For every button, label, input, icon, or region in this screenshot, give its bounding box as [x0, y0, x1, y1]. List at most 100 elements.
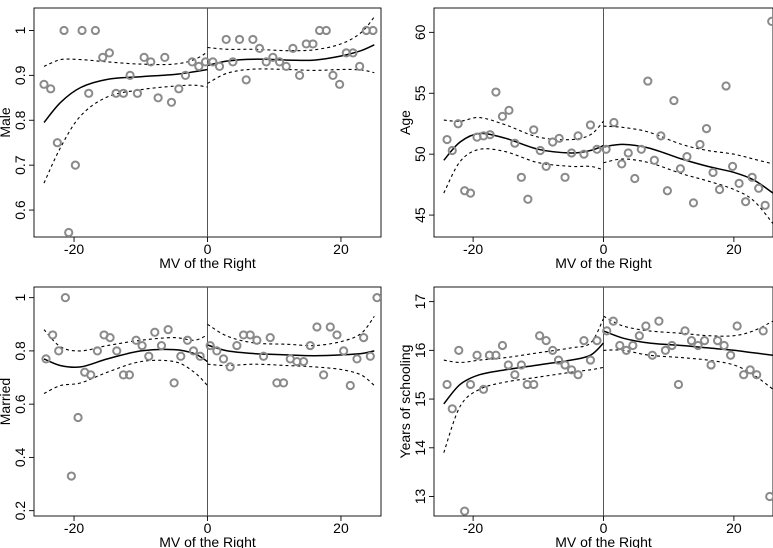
data-point: [218, 354, 229, 364]
data-point: [608, 316, 618, 326]
data-point: [453, 119, 463, 129]
x-tick-label: 0: [600, 241, 608, 257]
y-tick-label: 0.7: [12, 155, 28, 175]
data-point: [144, 351, 154, 361]
confidence-band-line: [443, 148, 604, 194]
data-point: [541, 335, 551, 346]
data-point: [308, 39, 318, 49]
data-point: [541, 161, 551, 171]
data-point: [504, 105, 514, 115]
data-point: [98, 52, 108, 62]
data-point: [706, 360, 716, 370]
plot-area: [442, 315, 773, 516]
data-point: [77, 25, 87, 36]
data-point: [682, 152, 692, 162]
x-tick-label: 0: [204, 241, 212, 257]
data-point: [560, 360, 570, 370]
data-point: [41, 354, 51, 364]
data-point: [288, 43, 298, 54]
data-point: [478, 384, 489, 394]
fit-line: [443, 342, 605, 405]
confidence-band-line: [443, 366, 604, 453]
data-point: [566, 365, 577, 375]
y-tick-label: 0.9: [12, 65, 28, 85]
data-point: [442, 134, 452, 145]
data-point: [726, 350, 736, 360]
data-point: [693, 340, 703, 351]
confidence-band-line: [603, 125, 773, 165]
data-point: [442, 379, 452, 390]
data-point: [497, 111, 508, 122]
data-point: [714, 184, 725, 195]
data-point: [131, 335, 141, 345]
data-point: [510, 370, 520, 380]
fit-line: [207, 344, 375, 357]
data-point: [60, 293, 70, 303]
plot-area: [442, 16, 773, 224]
panel-1: -20 0 20 MV of the Right 0.6 0.7 0.8 0.9 1 Male: [0, 7, 382, 271]
data-point: [630, 173, 640, 184]
data-point: [195, 351, 205, 361]
data-point: [281, 61, 291, 71]
data-point: [727, 161, 738, 171]
data-point: [118, 370, 129, 380]
data-point: [268, 52, 278, 62]
y-tick-label: 50: [412, 146, 428, 162]
data-point: [187, 57, 197, 67]
data-point: [70, 160, 80, 170]
confidence-band-line: [207, 363, 375, 386]
data-point: [305, 340, 315, 351]
data-point: [548, 345, 558, 355]
data-point: [254, 43, 265, 54]
data-point: [54, 346, 64, 356]
data-point: [174, 84, 184, 94]
data-point: [649, 155, 659, 165]
data-point: [325, 322, 335, 332]
data-point: [516, 172, 526, 182]
data-point: [156, 340, 167, 351]
data-point: [602, 326, 612, 336]
data-point: [601, 144, 611, 154]
data-point: [225, 362, 235, 372]
data-point: [278, 378, 289, 388]
data-point: [312, 322, 322, 332]
data-point: [248, 34, 258, 45]
data-point: [708, 167, 718, 178]
data-point: [64, 227, 74, 237]
data-point: [345, 380, 355, 391]
data-point: [92, 346, 102, 356]
y-tick-label: 0.8: [12, 110, 28, 130]
y-tick-label: 0.2: [12, 501, 28, 521]
data-point: [261, 57, 271, 67]
data-point: [368, 25, 378, 36]
data-point: [241, 75, 251, 85]
fit-line: [443, 132, 604, 161]
data-point: [137, 340, 147, 351]
confidence-band-line: [43, 359, 208, 394]
confidence-band-line: [603, 158, 773, 224]
confidence-band-line: [43, 84, 208, 184]
data-point: [359, 332, 369, 343]
data-point: [188, 346, 199, 356]
data-point: [656, 131, 666, 141]
data-point: [732, 321, 742, 331]
data-point: [146, 57, 156, 67]
data-point: [205, 340, 215, 351]
data-point: [573, 370, 583, 380]
data-point: [712, 335, 723, 346]
data-point: [321, 25, 331, 36]
data-point: [319, 370, 329, 380]
y-axis-label: Married: [0, 378, 13, 425]
data-point: [90, 25, 100, 36]
data-point: [747, 172, 757, 182]
confidence-band-line: [207, 315, 375, 347]
data-point: [516, 360, 526, 370]
data-point: [265, 332, 275, 343]
y-tick-label: 45: [412, 207, 428, 223]
data-point: [208, 57, 218, 67]
x-tick-label: 0: [600, 520, 608, 536]
data-point: [617, 159, 627, 169]
data-point: [194, 61, 204, 71]
data-point: [245, 330, 255, 340]
